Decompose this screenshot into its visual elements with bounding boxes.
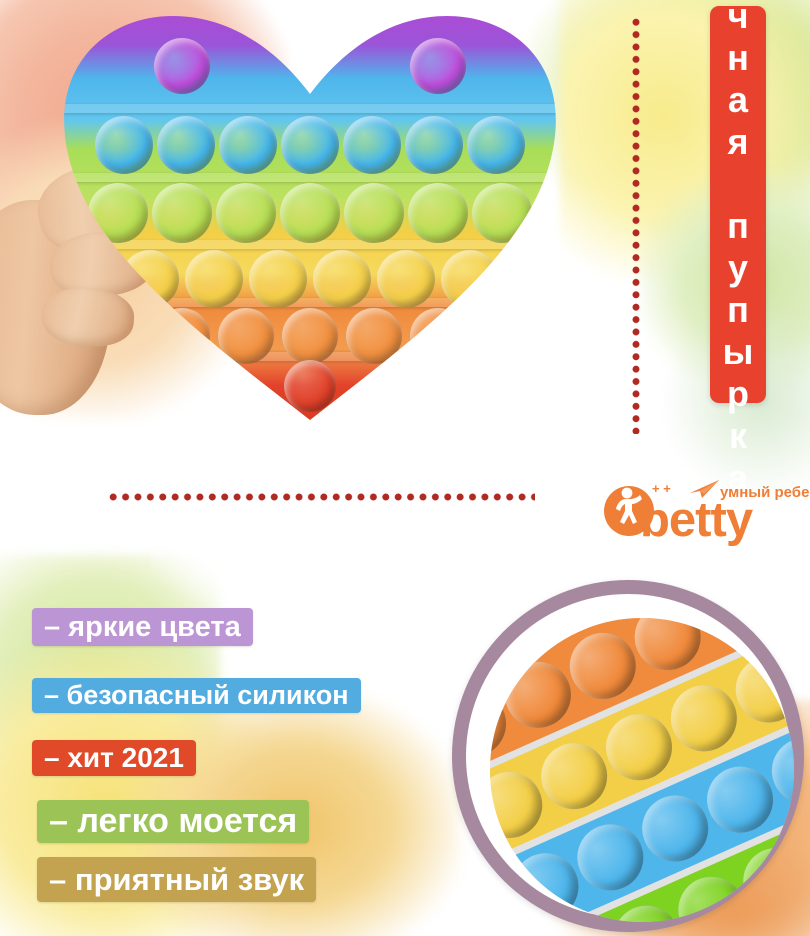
hero-product-photo	[0, 0, 600, 455]
bubble-row	[55, 38, 565, 94]
bubble	[410, 38, 466, 94]
bubble-row-divider	[55, 298, 565, 307]
feature-chip: – яркие цвета	[32, 608, 253, 646]
bubble	[218, 308, 274, 364]
bubble	[152, 183, 212, 243]
bubble-row	[55, 250, 565, 308]
bubble	[281, 116, 339, 174]
bubble-row	[55, 360, 565, 412]
bubble	[154, 308, 210, 364]
bubble	[95, 116, 153, 174]
bubble-grid	[55, 8, 565, 423]
bubble-row	[55, 116, 565, 174]
feature-chip: – хит 2021	[32, 740, 196, 776]
bubble-row-divider	[55, 240, 565, 249]
bubble-row-divider	[55, 173, 565, 182]
bubble	[501, 842, 590, 922]
vertical-banner: вечная пупырка	[710, 0, 766, 499]
dotted-line-vertical	[630, 16, 642, 434]
bubble	[216, 183, 276, 243]
inset-bubble-stripes	[490, 618, 794, 922]
brand-logo: + + умный ребенок betty	[600, 478, 810, 550]
bubble	[185, 250, 243, 308]
logo-wordmark: betty	[640, 493, 753, 547]
bubble	[249, 250, 307, 308]
child-silhouette-icon	[616, 487, 642, 524]
bubble	[154, 38, 210, 94]
bubble	[219, 116, 277, 174]
sparkle-icon: + +	[652, 481, 671, 496]
paper-plane-icon	[690, 480, 719, 498]
bubble	[157, 116, 215, 174]
bubble	[346, 308, 402, 364]
bubble	[377, 250, 435, 308]
feature-chip: – безопасный силикон	[32, 678, 361, 713]
bubble	[280, 183, 340, 243]
bubble	[408, 183, 468, 243]
feature-chip: – приятный звук	[37, 857, 317, 902]
bubble	[88, 183, 148, 243]
bubble	[282, 308, 338, 364]
inset-white-ring	[466, 594, 794, 922]
bubble	[284, 360, 336, 412]
bubble	[441, 250, 499, 308]
heart-popit-toy	[55, 8, 565, 423]
feature-chip: – легко моется	[37, 800, 310, 843]
inset-circle-frame	[452, 580, 804, 932]
hand-holding-toy	[0, 140, 175, 415]
logo-tagline: умный ребенок	[720, 484, 810, 501]
bubble	[405, 116, 463, 174]
bubble	[313, 250, 371, 308]
bubble	[344, 183, 404, 243]
bubble	[467, 116, 525, 174]
vertical-banner-text: вечная пупырка	[717, 0, 759, 499]
bubble	[472, 183, 532, 243]
bubble	[410, 308, 466, 364]
bubble-row	[55, 308, 565, 364]
dotted-line-horizontal	[107, 491, 535, 503]
bubble-row	[55, 183, 565, 243]
bubble-row-divider	[55, 104, 565, 113]
bubble	[343, 116, 401, 174]
bubble	[121, 250, 179, 308]
inset-closeup-photo	[490, 618, 794, 922]
